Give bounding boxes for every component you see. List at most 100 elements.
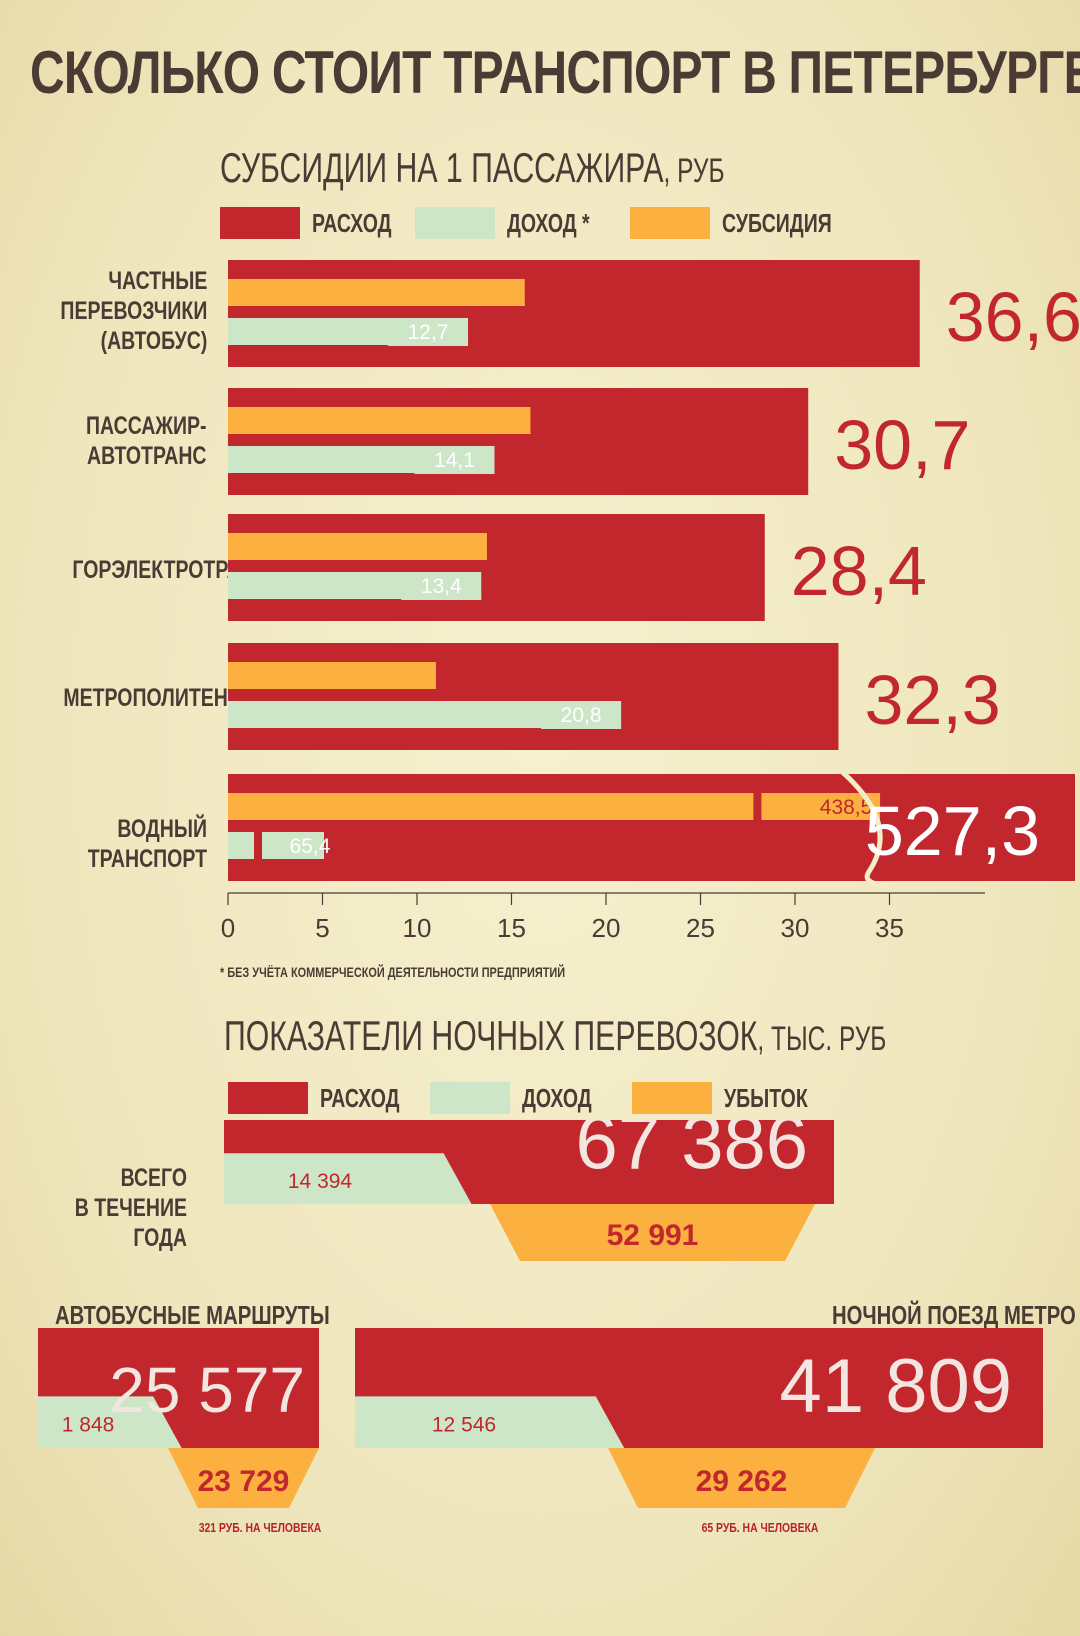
subsidy-bar-underline bbox=[402, 557, 487, 560]
income-value-label: 20,8 bbox=[561, 704, 602, 727]
night-legend-income-label: ДОХОД bbox=[522, 1082, 592, 1113]
bus-loss-shape bbox=[168, 1448, 319, 1508]
metro-income-label: 12 546 bbox=[432, 1413, 496, 1436]
category-label-metro: МЕТРОПОЛИТЕН bbox=[63, 684, 228, 712]
income-break-gap bbox=[254, 830, 262, 863]
subsidy-bar-underline bbox=[440, 303, 525, 306]
night-chart-title: ПОКАЗАТЕЛИ НОЧНЫХ ПЕРЕВОЗОК, ТЫС. РУБ bbox=[224, 1012, 886, 1060]
metro-loss-label: 29 262 bbox=[696, 1465, 788, 1498]
night-group-label-bus: АВТОБУСНЫЕ МАРШРУТЫ bbox=[55, 1300, 330, 1330]
night-legend-loss: УБЫТОК bbox=[632, 1082, 836, 1114]
legend-subsidy: СУБСИДИЯ bbox=[630, 207, 868, 239]
legend-expense-label: РАСХОД bbox=[312, 207, 392, 238]
income-bar bbox=[228, 701, 622, 728]
night-chart-title-unit: , ТЫС. РУБ bbox=[757, 1020, 887, 1058]
subsidy-value-label: 15,7 bbox=[462, 282, 503, 305]
expense-bar bbox=[228, 388, 809, 495]
night-chart: 14 394 52 991 67 386 1 848 23 729 25 577 12 54… bbox=[38, 1120, 1043, 1508]
legend-expense: РАСХОД bbox=[220, 207, 418, 239]
bus-loss-label: 23 729 bbox=[198, 1465, 290, 1498]
legend-income-label: ДОХОД * bbox=[507, 207, 590, 238]
subsidy-value-label: 438,5 bbox=[820, 796, 873, 819]
expense-total-label: 36,6 bbox=[946, 278, 1080, 356]
metro-expense-label: 41 809 bbox=[780, 1344, 1012, 1429]
total-income-label: 14 394 bbox=[288, 1170, 353, 1193]
income-value-label: 12,7 bbox=[408, 321, 449, 344]
expense-bar bbox=[228, 514, 765, 621]
subsidy-bar-underline bbox=[446, 431, 531, 434]
x-axis-tick-label: 20 bbox=[592, 913, 621, 943]
legend-subsidy-label: СУБСИДИЯ bbox=[722, 207, 832, 238]
subsidy-bar-underline bbox=[351, 686, 436, 689]
night-group-label-metro: НОЧНОЙ ПОЕЗД МЕТРО bbox=[832, 1300, 1076, 1330]
subsidy-chart: 15,7 12,7 36,6 16,0 14,1 30,7 13,7 13,4 28,4 11,0… bbox=[221, 260, 1080, 943]
night-legend-income: ДОХОД bbox=[430, 1082, 615, 1114]
night-chart-title-text: ПОКАЗАТЕЛИ НОЧНЫХ ПЕРЕВОЗОК bbox=[224, 1012, 758, 1059]
x-axis-tick-label: 30 bbox=[781, 913, 810, 943]
x-axis-tick-label: 15 bbox=[497, 913, 526, 943]
bus-per-person-note: 321 РУБ. НА ЧЕЛОВЕКА bbox=[198, 1520, 322, 1535]
x-axis-tick-label: 10 bbox=[403, 913, 432, 943]
expense-bar bbox=[228, 774, 1075, 881]
total-expense-label: 67 386 bbox=[576, 1120, 808, 1186]
night-legend-expense: РАСХОД bbox=[228, 1082, 426, 1114]
expense-bar bbox=[228, 260, 920, 367]
income-bar-underline bbox=[388, 342, 469, 346]
income-value-label: 13,4 bbox=[421, 575, 462, 598]
night-legend-loss-swatch bbox=[632, 1082, 712, 1114]
income-value-label: 65,4 bbox=[290, 835, 331, 858]
night-legend-expense-label: РАСХОД bbox=[320, 1082, 400, 1113]
subsidy-bar bbox=[228, 533, 487, 560]
subsidy-bar bbox=[228, 407, 531, 434]
total-income-shape bbox=[224, 1153, 472, 1204]
axis-break-curve bbox=[840, 770, 890, 889]
legend-subsidy-swatch bbox=[630, 207, 710, 239]
night-legend-income-swatch bbox=[430, 1082, 510, 1114]
x-axis-tick-label: 35 bbox=[875, 913, 904, 943]
total-loss-label: 52 991 bbox=[607, 1219, 699, 1252]
night-legend-expense-swatch bbox=[228, 1082, 308, 1114]
expense-total-label: 30,7 bbox=[834, 406, 970, 484]
subsidy-chart-title-text: СУБСИДИИ НА 1 ПАССАЖИРА bbox=[220, 144, 664, 191]
expense-total-label: 32,3 bbox=[864, 661, 1000, 739]
income-bar bbox=[228, 446, 495, 473]
subsidy-bar bbox=[228, 662, 436, 689]
income-bar bbox=[228, 572, 482, 599]
subsidy-chart-title: СУБСИДИИ НА 1 ПАССАЖИРА, РУБ bbox=[220, 144, 725, 192]
night-group-label-total: ВСЕГО В ТЕЧЕНИЕ ГОДА bbox=[74, 1164, 187, 1252]
category-label-water: ВОДНЫЙ ТРАНСПОРТ bbox=[87, 815, 207, 873]
expense-total-label: 28,4 bbox=[791, 532, 927, 610]
subsidy-bar bbox=[228, 279, 525, 306]
category-label-private: ЧАСТНЫЕ ПЕРЕВОЗЧИКИ (АВТОБУС) bbox=[60, 267, 207, 355]
income-bar bbox=[228, 318, 469, 345]
subsidy-value-label: 13,7 bbox=[424, 536, 465, 559]
legend-income: ДОХОД * bbox=[415, 207, 617, 239]
income-bar-underline bbox=[414, 470, 495, 474]
footnote: * БЕЗ УЧЁТА КОММЕРЧЕСКОЙ ДЕЯТЕЛЬНОСТИ ПР… bbox=[220, 964, 566, 980]
bus-income-label: 1 848 bbox=[62, 1413, 115, 1436]
bus-income-shape bbox=[38, 1396, 182, 1448]
subsidy-break-gap bbox=[753, 791, 762, 824]
bus-expense-label: 25 577 bbox=[109, 1354, 305, 1426]
income-value-label: 14,1 bbox=[434, 449, 475, 472]
subsidy-chart-title-unit: , РУБ bbox=[663, 152, 725, 190]
x-axis-tick-label: 0 bbox=[221, 913, 235, 943]
legend-expense-swatch bbox=[220, 207, 300, 239]
expense-total-label: 527,3 bbox=[865, 792, 1040, 870]
income-bar-underline bbox=[541, 725, 622, 729]
metro-per-person-note: 65 РУБ. НА ЧЕЛОВЕКА bbox=[701, 1520, 819, 1535]
total-loss-shape bbox=[490, 1204, 815, 1261]
x-axis-tick-label: 25 bbox=[686, 913, 715, 943]
metro-income-shape bbox=[355, 1396, 625, 1448]
night-legend-loss-label: УБЫТОК bbox=[724, 1082, 808, 1113]
subsidy-value-label: 11,0 bbox=[374, 665, 413, 688]
income-bar bbox=[228, 832, 324, 859]
subsidy-bar bbox=[228, 793, 881, 820]
metro-loss-shape bbox=[608, 1448, 875, 1508]
subsidy-value-label: 16,0 bbox=[468, 410, 509, 433]
legend-income-swatch bbox=[415, 207, 495, 239]
category-label-passazhir: ПАССАЖИР- АВТОТРАНС bbox=[86, 412, 207, 470]
expense-bar bbox=[228, 643, 839, 750]
income-bar-underline bbox=[401, 596, 482, 600]
x-axis-tick-label: 5 bbox=[315, 913, 329, 943]
